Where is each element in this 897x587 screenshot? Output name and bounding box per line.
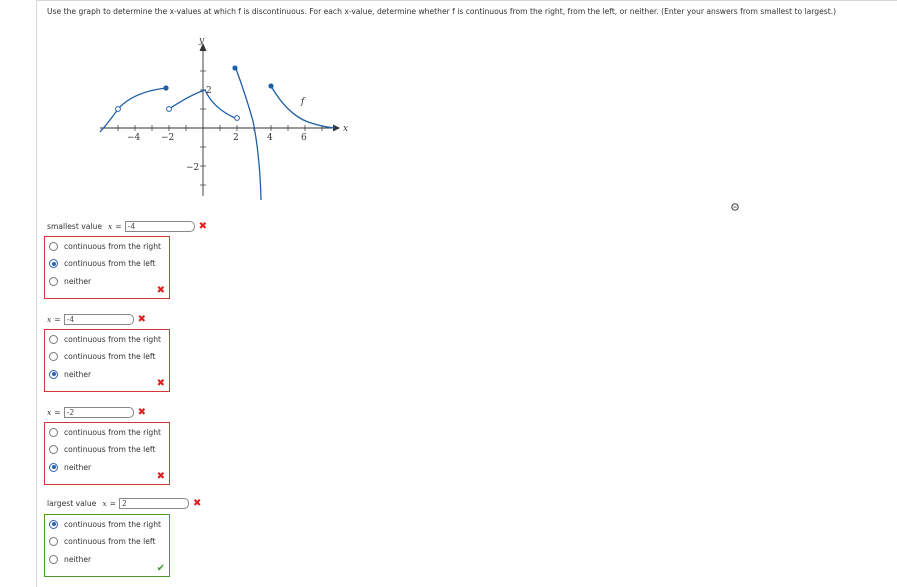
option-neither[interactable]: neither: [45, 459, 169, 476]
option-label: continuous from the right: [64, 427, 161, 437]
incorrect-icon: ✖: [137, 313, 147, 325]
curve-label: f: [300, 97, 306, 107]
continuity-options-2: continuous from the right continuous fro…: [44, 329, 170, 392]
x-label: x: [102, 499, 107, 508]
option-label: neither: [64, 554, 92, 564]
x-axis: [100, 124, 341, 132]
x-label: x: [108, 222, 113, 231]
option-neither[interactable]: neither: [45, 273, 169, 290]
incorrect-icon: ✖: [198, 220, 208, 232]
option-neither[interactable]: neither: [45, 366, 169, 383]
option-label: continuous from the left: [64, 445, 156, 455]
answer-prefix: largest value: [47, 499, 97, 508]
question-frame: [36, 0, 897, 587]
radio-button[interactable]: [49, 445, 58, 455]
option-label: continuous from the left: [64, 352, 156, 362]
radio-button[interactable]: [49, 537, 58, 547]
equals-sign: =: [115, 222, 122, 231]
radio-button[interactable]: [49, 519, 58, 529]
correct-check-icon: ✔: [156, 563, 165, 574]
answer-row-2: x = -4 ✖: [47, 314, 146, 325]
continuity-options-4: continuous from the right continuous fro…: [44, 514, 170, 577]
option-right[interactable]: continuous from the right: [45, 331, 169, 348]
x-tick-label: −4: [127, 133, 141, 143]
open-point-marker: [115, 106, 121, 112]
info-icon[interactable]: [731, 203, 739, 211]
equals-sign: =: [54, 315, 61, 324]
option-label: continuous from the left: [64, 259, 156, 269]
option-right[interactable]: continuous from the right: [45, 516, 169, 533]
radio-button[interactable]: [49, 241, 58, 251]
x-label: x: [47, 408, 52, 417]
x-value-input[interactable]: 2: [119, 498, 190, 509]
radio-button[interactable]: [49, 259, 58, 269]
question-prompt: Use the graph to determine the x-values …: [47, 7, 837, 16]
radio-button[interactable]: [49, 427, 58, 437]
option-left[interactable]: continuous from the left: [45, 349, 169, 366]
radio-button[interactable]: [49, 462, 58, 472]
x-tick-label: 4: [267, 133, 273, 143]
answer-prefix: smallest value: [47, 222, 102, 231]
option-label: continuous from the right: [64, 334, 161, 344]
option-label: continuous from the right: [64, 241, 161, 251]
option-label: neither: [64, 369, 92, 379]
x-value-input[interactable]: -2: [63, 407, 134, 418]
incorrect-icon: ✖: [156, 471, 165, 482]
closed-point-marker: [163, 85, 169, 91]
option-left[interactable]: continuous from the left: [45, 442, 169, 459]
x-axis-label: x: [343, 124, 348, 134]
incorrect-icon: ✖: [156, 285, 165, 296]
x-tick-label: 6: [301, 133, 307, 143]
open-point-marker: [234, 115, 240, 121]
open-point-marker: [166, 106, 172, 112]
equals-sign: =: [109, 499, 117, 508]
option-label: neither: [64, 276, 92, 286]
radio-button[interactable]: [49, 334, 58, 344]
option-left[interactable]: continuous from the left: [45, 256, 169, 273]
radio-button[interactable]: [49, 352, 58, 362]
x-value-input[interactable]: -4: [63, 314, 134, 325]
option-label: neither: [64, 462, 92, 472]
closed-point-marker: [268, 83, 274, 89]
y-tick-label: −2: [186, 163, 199, 173]
function-graph: −4 −2 2 4 6 2 −2 y x f: [99, 36, 348, 201]
continuity-options-1: continuous from the right continuous fro…: [44, 236, 170, 299]
closed-point-marker: [232, 65, 238, 71]
x-tick-label: −2: [161, 133, 174, 143]
incorrect-icon: ✖: [193, 497, 202, 509]
option-left[interactable]: continuous from the left: [45, 534, 169, 551]
y-tick-label: 2: [206, 86, 212, 96]
answer-row-4: largest value x = 2 ✖: [47, 498, 201, 509]
answer-row-3: x = -2 ✖: [47, 407, 146, 418]
continuity-options-3: continuous from the right continuous fro…: [44, 422, 170, 485]
option-right[interactable]: continuous from the right: [45, 238, 169, 255]
y-axis: [199, 42, 207, 196]
option-neither[interactable]: neither: [45, 551, 169, 568]
equals-sign: =: [54, 408, 61, 417]
radio-button[interactable]: [49, 276, 58, 286]
incorrect-icon: ✖: [156, 378, 165, 389]
radio-button[interactable]: [49, 554, 58, 564]
x-label: x: [47, 315, 52, 324]
answer-row-1: smallest value x = -4 ✖: [47, 221, 207, 232]
y-axis-label: y: [198, 36, 205, 46]
option-label: continuous from the right: [64, 519, 161, 529]
radio-button[interactable]: [49, 369, 58, 379]
incorrect-icon: ✖: [137, 406, 147, 418]
x-tick-label: 2: [233, 133, 239, 143]
option-label: continuous from the left: [64, 537, 156, 547]
x-value-input[interactable]: -4: [124, 221, 195, 232]
option-right[interactable]: continuous from the right: [45, 424, 169, 441]
